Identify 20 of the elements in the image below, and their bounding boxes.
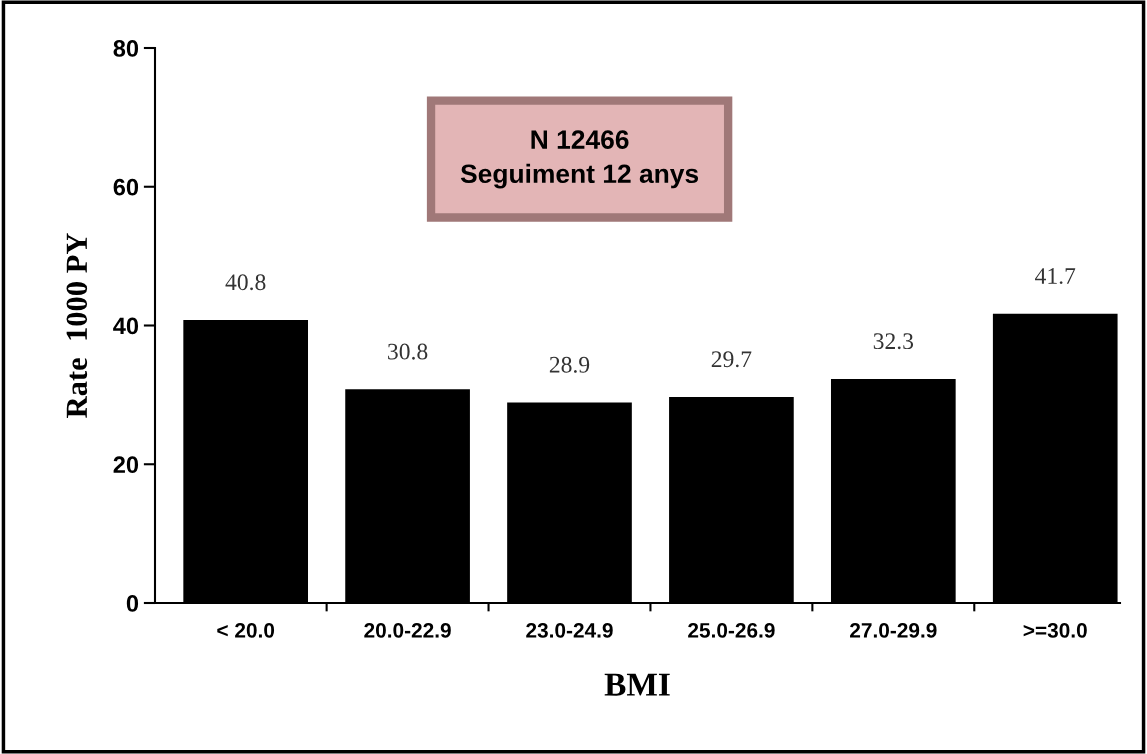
x-axis-title: BMI [604, 673, 670, 696]
data-label: 32.3 [873, 333, 914, 350]
y-tick-label: 60 [113, 178, 139, 196]
y-axis-title: Rate 1000 PY [66, 233, 88, 418]
x-tick-label: 20.0-22.9 [364, 622, 451, 638]
x-tick-label: 25.0-26.9 [688, 622, 775, 638]
annotation: N 12466 Seguiment 12 anys [460, 130, 699, 189]
x-tick-label: 23.0-24.9 [526, 622, 613, 638]
y-tick-label: 40 [113, 317, 139, 335]
data-label: 28.9 [549, 356, 590, 373]
y-tick-label: 20 [113, 456, 139, 474]
y-tick-label: 0 [126, 595, 139, 612]
data-label: 41.7 [1035, 268, 1076, 285]
x-tick-label: < 20.0 [217, 622, 275, 638]
data-label: 30.8 [388, 343, 428, 360]
x-tick-label: >=30.0 [1023, 622, 1087, 638]
x-tick-label: 27.0-29.9 [850, 622, 937, 638]
data-label: 40.8 [225, 274, 266, 291]
data-label: 29.7 [711, 351, 752, 368]
y-tick-label: 80 [113, 40, 139, 57]
